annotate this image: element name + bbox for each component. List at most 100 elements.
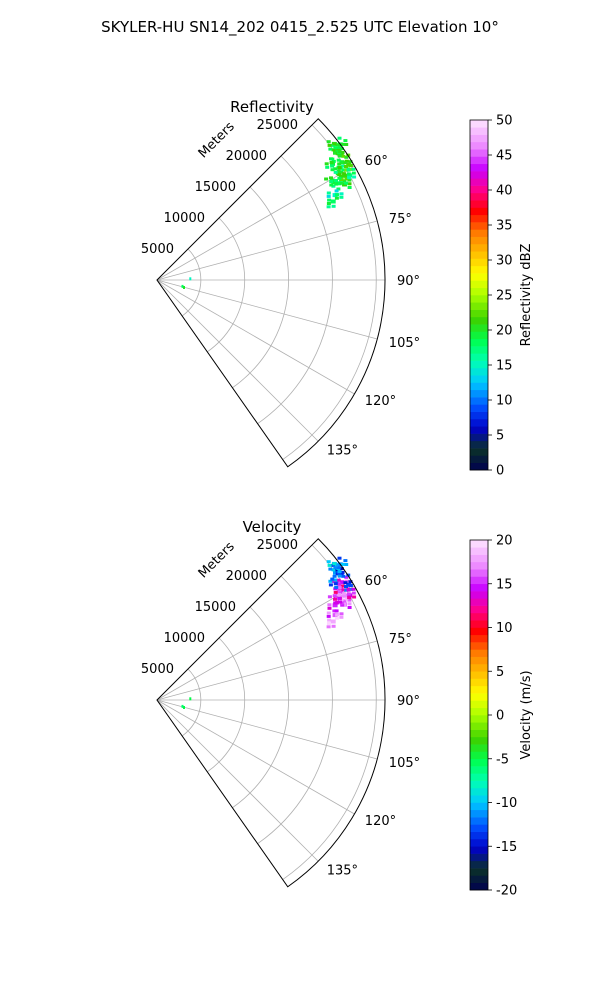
velocity-colorbar-segment: [470, 583, 488, 592]
reflectivity-return-gate: [336, 181, 342, 186]
velocity-return-gate: [326, 625, 331, 629]
velocity-return-gate: [340, 580, 345, 584]
velocity-colorbar-segment: [470, 758, 488, 767]
velocity-return-gate: [339, 594, 344, 598]
velocity-colorbar-segment: [470, 540, 488, 548]
velocity-return-gate: [183, 706, 185, 709]
velocity-return-gate: [327, 563, 332, 567]
reflectivity-colorbar-segment: [470, 236, 488, 245]
velocity-colorbar-tick-label: 10: [496, 621, 513, 636]
velocity-return-gate: [333, 566, 338, 570]
velocity-return-gate: [339, 567, 344, 571]
velocity-colorbar-segment: [470, 649, 488, 657]
velocity-return-gate: [344, 588, 349, 592]
reflectivity-range-ring: [282, 124, 377, 460]
reflectivity-colorbar-segment: [470, 397, 488, 405]
reflectivity-colorbar-segment: [470, 331, 488, 340]
reflectivity-range-tick-label: 15000: [195, 180, 236, 195]
reflectivity-colorbar-segment: [470, 156, 488, 165]
velocity-colorbar-segment: [470, 642, 488, 650]
reflectivity-return-gate: [333, 150, 338, 155]
reflectivity-colorbar-tick-label: 25: [496, 289, 513, 304]
reflectivity-return-gate: [342, 172, 347, 176]
velocity-colorbar-segment: [470, 838, 488, 847]
reflectivity-return-gate: [340, 142, 345, 146]
reflectivity-colorbar-segment: [470, 149, 488, 157]
reflectivity-colorbar-segment: [470, 120, 488, 128]
velocity-return-gate: [331, 568, 336, 572]
velocity-return-gate: [341, 574, 346, 578]
velocity-colorbar-segment: [470, 744, 488, 752]
velocity-return-gate: [330, 619, 336, 624]
velocity-return-gate: [332, 594, 337, 598]
reflectivity-return-gate: [330, 164, 335, 168]
reflectivity-azimuth-tick-label: 75°: [389, 212, 412, 227]
velocity-return-gate: [337, 556, 342, 560]
reflectivity-return-gate: [329, 183, 334, 187]
reflectivity-return-gate: [325, 165, 330, 169]
velocity-return-gate: [332, 609, 337, 613]
reflectivity-colorbar-segment: [470, 404, 488, 412]
reflectivity-return-gate: [336, 169, 341, 173]
reflectivity-return-gate: [352, 175, 357, 179]
reflectivity-colorbar-segment: [470, 295, 488, 303]
reflectivity-panel: Reflectivity 60° 75° 90° 105° 120° 135° 5000 10…: [141, 98, 534, 479]
velocity-return-gate: [342, 599, 347, 603]
velocity-return-gate: [343, 559, 348, 563]
velocity-return-gate: [330, 577, 335, 581]
velocity-colorbar-segment: [470, 715, 488, 723]
velocity-return-gate: [338, 600, 343, 604]
reflectivity-return-gate: [337, 176, 342, 180]
reflectivity-colorbar-segment: [470, 192, 488, 201]
reflectivity-return-gate: [347, 186, 352, 189]
reflectivity-colorbar-segment: [470, 440, 488, 449]
reflectivity-colorbar-segment: [470, 455, 488, 464]
velocity-return-gate: [340, 570, 345, 574]
velocity-return-gate: [331, 624, 336, 628]
velocity-range-ring: [282, 544, 377, 880]
reflectivity-azimuth-tick-label: 90°: [397, 274, 420, 289]
velocity-return-gate: [333, 578, 338, 582]
reflectivity-colorbar-segment: [470, 251, 488, 259]
velocity-return-gate: [342, 603, 347, 606]
velocity-return-gate: [332, 562, 337, 566]
reflectivity-return-gate: [337, 173, 342, 177]
reflectivity-return-gate: [339, 181, 344, 185]
velocity-title: Velocity: [243, 518, 302, 536]
reflectivity-colorbar-segment: [470, 324, 488, 332]
reflectivity-colorbar-segment: [470, 141, 488, 150]
reflectivity-colorbar-segment: [470, 171, 488, 179]
velocity-return-gate: [341, 588, 346, 592]
velocity-return-gate: [344, 575, 349, 579]
velocity-colorbar-segment: [470, 561, 488, 570]
velocity-return-gate: [337, 593, 342, 597]
reflectivity-colorbar-segment: [470, 389, 488, 398]
velocity-return-gate: [337, 586, 342, 590]
velocity-return-gate: [347, 606, 352, 609]
reflectivity-return-gate: [330, 157, 335, 161]
reflectivity-return-gate: [327, 143, 332, 147]
velocity-return-gate: [351, 591, 356, 595]
velocity-colorbar-segment: [470, 875, 488, 884]
reflectivity-return-gate: [339, 192, 344, 196]
reflectivity-return-gate: [326, 194, 331, 198]
velocity-colorbar-segment: [470, 576, 488, 585]
velocity-colorbar-segment: [470, 554, 488, 563]
reflectivity-colorbar-segment: [470, 338, 488, 347]
velocity-return-gate: [327, 595, 332, 599]
reflectivity-colorbar-segment: [470, 214, 488, 223]
reflectivity-colorbar-tick-label: 15: [496, 359, 513, 374]
reflectivity-colorbar-tick-label: 0: [496, 464, 504, 479]
velocity-return-gate: [328, 567, 333, 571]
reflectivity-return-gate: [343, 161, 348, 165]
velocity-colorbar: -20 -15 -10 -5 0 5 10 15 20 Velocity (m/s): [469, 534, 534, 899]
velocity-return-gate: [333, 601, 338, 605]
velocity-return-gate: [337, 582, 342, 586]
reflectivity-return-gate: [339, 170, 343, 174]
reflectivity-return-gate: [331, 204, 336, 208]
velocity-return-gate: [326, 560, 331, 564]
reflectivity-azimuth-spoke: [156, 279, 378, 340]
reflectivity-return-gate: [344, 181, 349, 185]
velocity-azimuth-spoke: [156, 585, 355, 701]
